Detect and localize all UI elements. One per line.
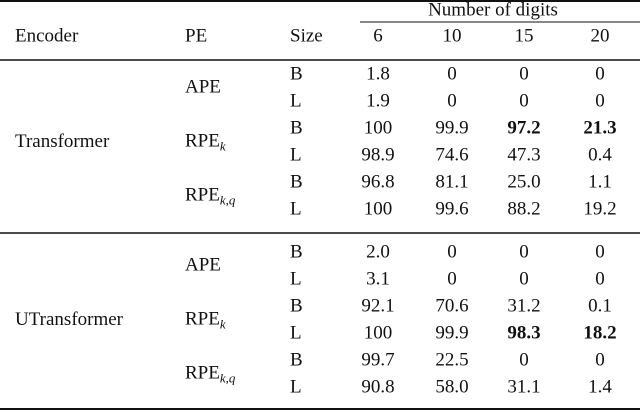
value-cell: 0 xyxy=(519,268,529,289)
value-cell: 0.4 xyxy=(588,144,612,165)
encoder-label: UTransformer xyxy=(15,309,124,330)
pe-label: RPEk xyxy=(185,309,226,332)
value-cell: 22.5 xyxy=(435,349,468,370)
value-cell: 100 xyxy=(364,322,393,343)
pe-base: RPE xyxy=(185,185,220,206)
value-cell: 99.7 xyxy=(361,349,394,370)
pe-label: RPEk xyxy=(185,131,226,154)
size-cell: L xyxy=(290,268,302,289)
value-cell: 88.2 xyxy=(507,198,540,219)
value-cell: 0.1 xyxy=(588,295,612,316)
value-cell: 1.9 xyxy=(366,90,390,111)
size-cell: L xyxy=(290,376,302,397)
value-cell: 0 xyxy=(447,90,457,111)
size-cell: B xyxy=(290,63,303,84)
size-cell: B xyxy=(290,241,303,262)
column-header: PE xyxy=(185,25,207,46)
value-cell: 0 xyxy=(595,349,605,370)
value-cell: 31.2 xyxy=(507,295,540,316)
pe-base: RPE xyxy=(185,309,220,330)
column-header: 6 xyxy=(373,25,383,46)
value-cell: 0 xyxy=(447,241,457,262)
value-cell: 99.6 xyxy=(435,198,468,219)
value-cell: 100 xyxy=(364,117,393,138)
value-cell: 19.2 xyxy=(583,198,616,219)
value-cell: 0 xyxy=(519,90,529,111)
pe-base: APE xyxy=(185,77,221,98)
value-cell: 1.4 xyxy=(588,376,612,397)
value-cell: 47.3 xyxy=(507,144,540,165)
value-cell: 90.8 xyxy=(361,376,394,397)
value-cell: 70.6 xyxy=(435,295,468,316)
value-cell: 0 xyxy=(447,63,457,84)
value-cell: 0 xyxy=(519,241,529,262)
column-header: 10 xyxy=(443,25,462,46)
value-cell: 100 xyxy=(364,198,393,219)
value-cell: 74.6 xyxy=(435,144,468,165)
size-cell: L xyxy=(290,90,302,111)
value-cell: 58.0 xyxy=(435,376,468,397)
column-header: Encoder xyxy=(15,25,79,46)
pe-label: RPEk,q xyxy=(185,363,236,386)
value-cell: 21.3 xyxy=(583,117,616,138)
value-cell: 0 xyxy=(595,90,605,111)
size-cell: B xyxy=(290,295,303,316)
column-header: Size xyxy=(290,25,323,46)
pe-subscript: k,q xyxy=(220,192,236,207)
value-cell: 99.9 xyxy=(435,322,468,343)
size-cell: L xyxy=(290,322,302,343)
column-header: 15 xyxy=(515,25,534,46)
pe-subscript: k xyxy=(220,138,226,153)
pe-label: APE xyxy=(185,255,221,276)
size-cell: B xyxy=(290,117,303,138)
column-header: 20 xyxy=(591,25,610,46)
value-cell: 0 xyxy=(519,63,529,84)
size-cell: B xyxy=(290,171,303,192)
value-cell: 31.1 xyxy=(507,376,540,397)
value-cell: 96.8 xyxy=(361,171,394,192)
value-cell: 81.1 xyxy=(435,171,468,192)
size-cell: L xyxy=(290,144,302,165)
pe-label: APE xyxy=(185,77,221,98)
value-cell: 92.1 xyxy=(361,295,394,316)
pe-base: RPE xyxy=(185,363,220,384)
pe-base: APE xyxy=(185,255,221,276)
pe-label: RPEk,q xyxy=(185,185,236,208)
pe-subscript: k,q xyxy=(220,370,236,385)
size-cell: B xyxy=(290,349,303,370)
value-cell: 0 xyxy=(595,268,605,289)
encoder-label: Transformer xyxy=(15,131,110,152)
value-cell: 3.1 xyxy=(366,268,390,289)
value-cell: 0 xyxy=(595,241,605,262)
value-cell: 97.2 xyxy=(507,117,540,138)
pe-base: RPE xyxy=(185,131,220,152)
size-cell: L xyxy=(290,198,302,219)
value-cell: 98.3 xyxy=(507,322,540,343)
span-header: Number of digits xyxy=(428,0,558,20)
value-cell: 25.0 xyxy=(507,171,540,192)
value-cell: 98.9 xyxy=(361,144,394,165)
value-cell: 0 xyxy=(447,268,457,289)
value-cell: 0 xyxy=(595,63,605,84)
value-cell: 2.0 xyxy=(366,241,390,262)
value-cell: 18.2 xyxy=(583,322,616,343)
value-cell: 99.9 xyxy=(435,117,468,138)
value-cell: 0 xyxy=(519,349,529,370)
value-cell: 1.1 xyxy=(588,171,612,192)
value-cell: 1.8 xyxy=(366,63,390,84)
pe-subscript: k xyxy=(220,316,226,331)
